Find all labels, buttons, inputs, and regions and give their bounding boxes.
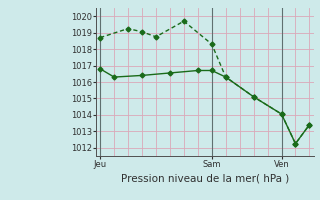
X-axis label: Pression niveau de la mer( hPa ): Pression niveau de la mer( hPa ) (121, 173, 289, 183)
